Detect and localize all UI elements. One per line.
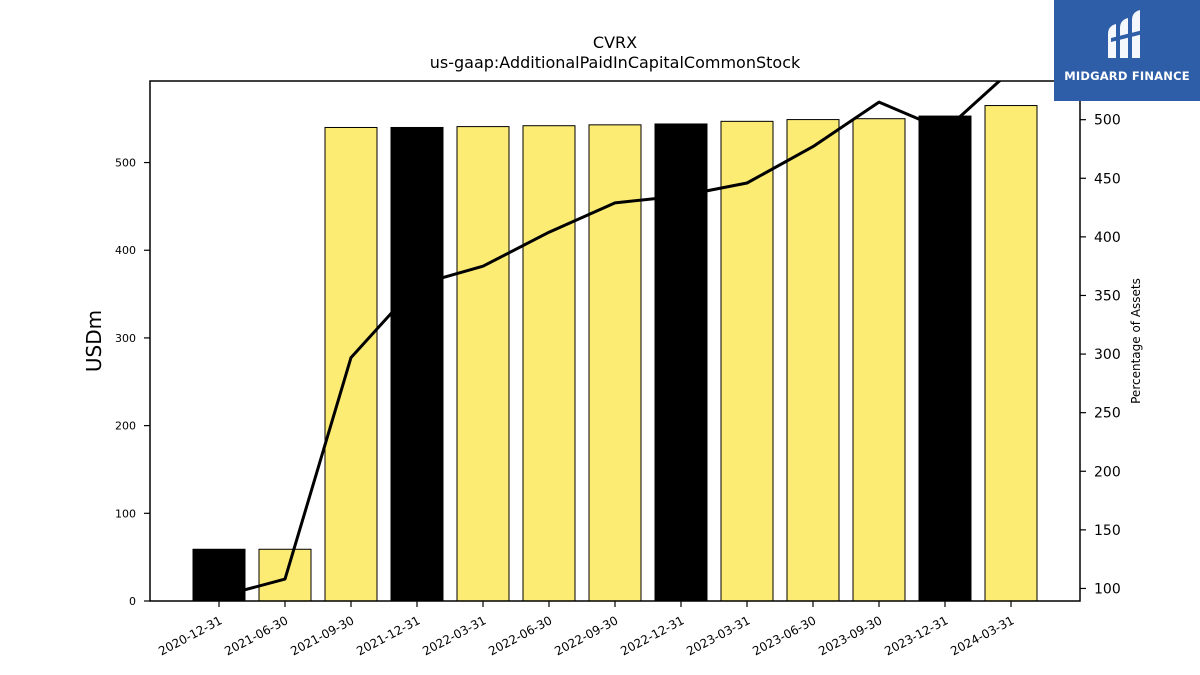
bar-2022-06-30 [522, 125, 576, 602]
midgard-logo-icon [1108, 10, 1143, 58]
bar-2021-09-30 [324, 126, 378, 602]
bar-2022-12-31 [654, 123, 708, 602]
x-tick-label: 2023-06-30 [750, 613, 818, 658]
y2-tick-label: 250 [1094, 406, 1121, 422]
x-tick-label: 2021-06-30 [222, 613, 290, 658]
bar-2022-09-30 [588, 124, 642, 602]
x-tick-label: 2022-12-31 [618, 613, 686, 658]
y-tick-label: 0 [129, 595, 136, 608]
bar-2023-09-30 [852, 118, 906, 602]
bar-2024-03-31 [984, 105, 1038, 602]
x-tick-label: 2021-09-30 [288, 613, 356, 658]
bar-2022-03-31 [456, 126, 510, 602]
line-series-group [218, 81, 1002, 599]
bar-2021-12-31 [390, 126, 444, 602]
x-tick-label: 2022-06-30 [486, 613, 554, 658]
x-tick-label: 2023-09-30 [816, 613, 884, 658]
x-tick-label: 2023-03-31 [684, 613, 752, 658]
brand-logo: MIDGARD FINANCE [1054, 0, 1200, 101]
y-tick-label: 100 [115, 507, 136, 520]
y-axis-left: 0 100 200 300 400 500 [115, 157, 150, 608]
chart-subtitle: us-gaap:AdditionalPaidInCapitalCommonSto… [430, 53, 801, 72]
x-tick-label: 2022-03-31 [420, 613, 488, 658]
bar-2023-12-31 [918, 115, 972, 602]
x-tick-label: 2023-12-31 [882, 613, 950, 658]
y-tick-label: 500 [115, 157, 136, 170]
x-axis: 2020-12-312021-06-302021-09-302021-12-31… [156, 601, 1016, 658]
y2-tick-label: 100 [1094, 581, 1121, 597]
bar-group [192, 105, 1038, 602]
logo-text: MIDGARD FINANCE [1064, 69, 1190, 83]
y2-tick-label: 200 [1094, 464, 1121, 480]
y2-tick-label: 300 [1094, 347, 1121, 363]
y-tick-label: 300 [115, 332, 136, 345]
y-axis-label: USDm [82, 310, 106, 372]
y2-tick-label: 400 [1094, 230, 1121, 246]
bar-2023-06-30 [786, 119, 840, 602]
y2-tick-label: 150 [1094, 523, 1121, 539]
y2-tick-label: 350 [1094, 288, 1121, 304]
y2-tick-label: 500 [1094, 113, 1121, 129]
y2-axis-label: Percentage of Assets [1129, 278, 1143, 404]
y-tick-label: 400 [115, 244, 136, 257]
bar-2023-03-31 [720, 120, 774, 602]
x-tick-label: 2024-03-31 [948, 613, 1016, 658]
y2-tick-label: 450 [1094, 171, 1121, 187]
chart-title: CVRX [593, 33, 637, 52]
x-tick-label: 2021-12-31 [354, 613, 422, 658]
y-axis-right: 100 150 200 250 300 350 400 450 500 [1080, 113, 1121, 597]
x-tick-label: 2020-12-31 [156, 613, 224, 658]
y-tick-label: 200 [115, 420, 136, 433]
x-tick-label: 2022-09-30 [552, 613, 620, 658]
percentage-of-assets-line [218, 81, 1002, 599]
